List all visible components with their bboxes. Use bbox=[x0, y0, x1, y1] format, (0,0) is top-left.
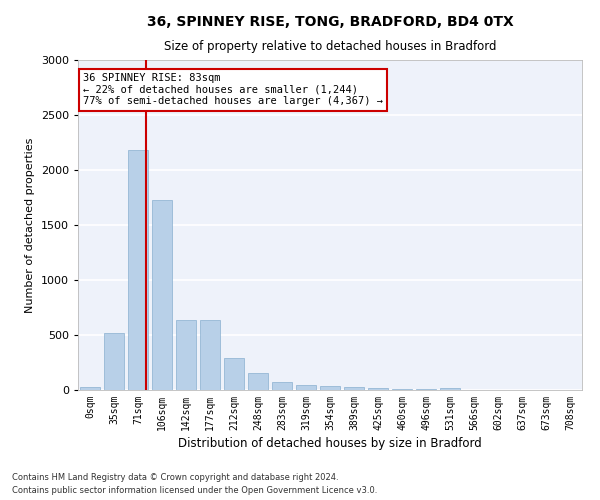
Bar bbox=[200, 320, 220, 390]
Bar bbox=[128, 150, 148, 390]
Bar bbox=[368, 388, 388, 390]
Bar bbox=[104, 333, 124, 390]
Y-axis label: Number of detached properties: Number of detached properties bbox=[25, 138, 35, 312]
Text: Contains public sector information licensed under the Open Government Licence v3: Contains public sector information licen… bbox=[12, 486, 377, 495]
Bar bbox=[392, 389, 412, 390]
Text: 36, SPINNEY RISE, TONG, BRADFORD, BD4 0TX: 36, SPINNEY RISE, TONG, BRADFORD, BD4 0T… bbox=[146, 15, 514, 29]
Bar bbox=[224, 358, 244, 390]
Bar bbox=[272, 382, 292, 390]
Bar bbox=[440, 388, 460, 390]
Text: 36 SPINNEY RISE: 83sqm
← 22% of detached houses are smaller (1,244)
77% of semi-: 36 SPINNEY RISE: 83sqm ← 22% of detached… bbox=[83, 73, 383, 106]
X-axis label: Distribution of detached houses by size in Bradford: Distribution of detached houses by size … bbox=[178, 437, 482, 450]
Text: Contains HM Land Registry data © Crown copyright and database right 2024.: Contains HM Land Registry data © Crown c… bbox=[12, 474, 338, 482]
Bar bbox=[80, 387, 100, 390]
Bar bbox=[248, 373, 268, 390]
Bar bbox=[152, 200, 172, 390]
Bar bbox=[344, 387, 364, 390]
Bar bbox=[176, 320, 196, 390]
Bar bbox=[296, 384, 316, 390]
Text: Size of property relative to detached houses in Bradford: Size of property relative to detached ho… bbox=[164, 40, 496, 53]
Bar bbox=[320, 386, 340, 390]
